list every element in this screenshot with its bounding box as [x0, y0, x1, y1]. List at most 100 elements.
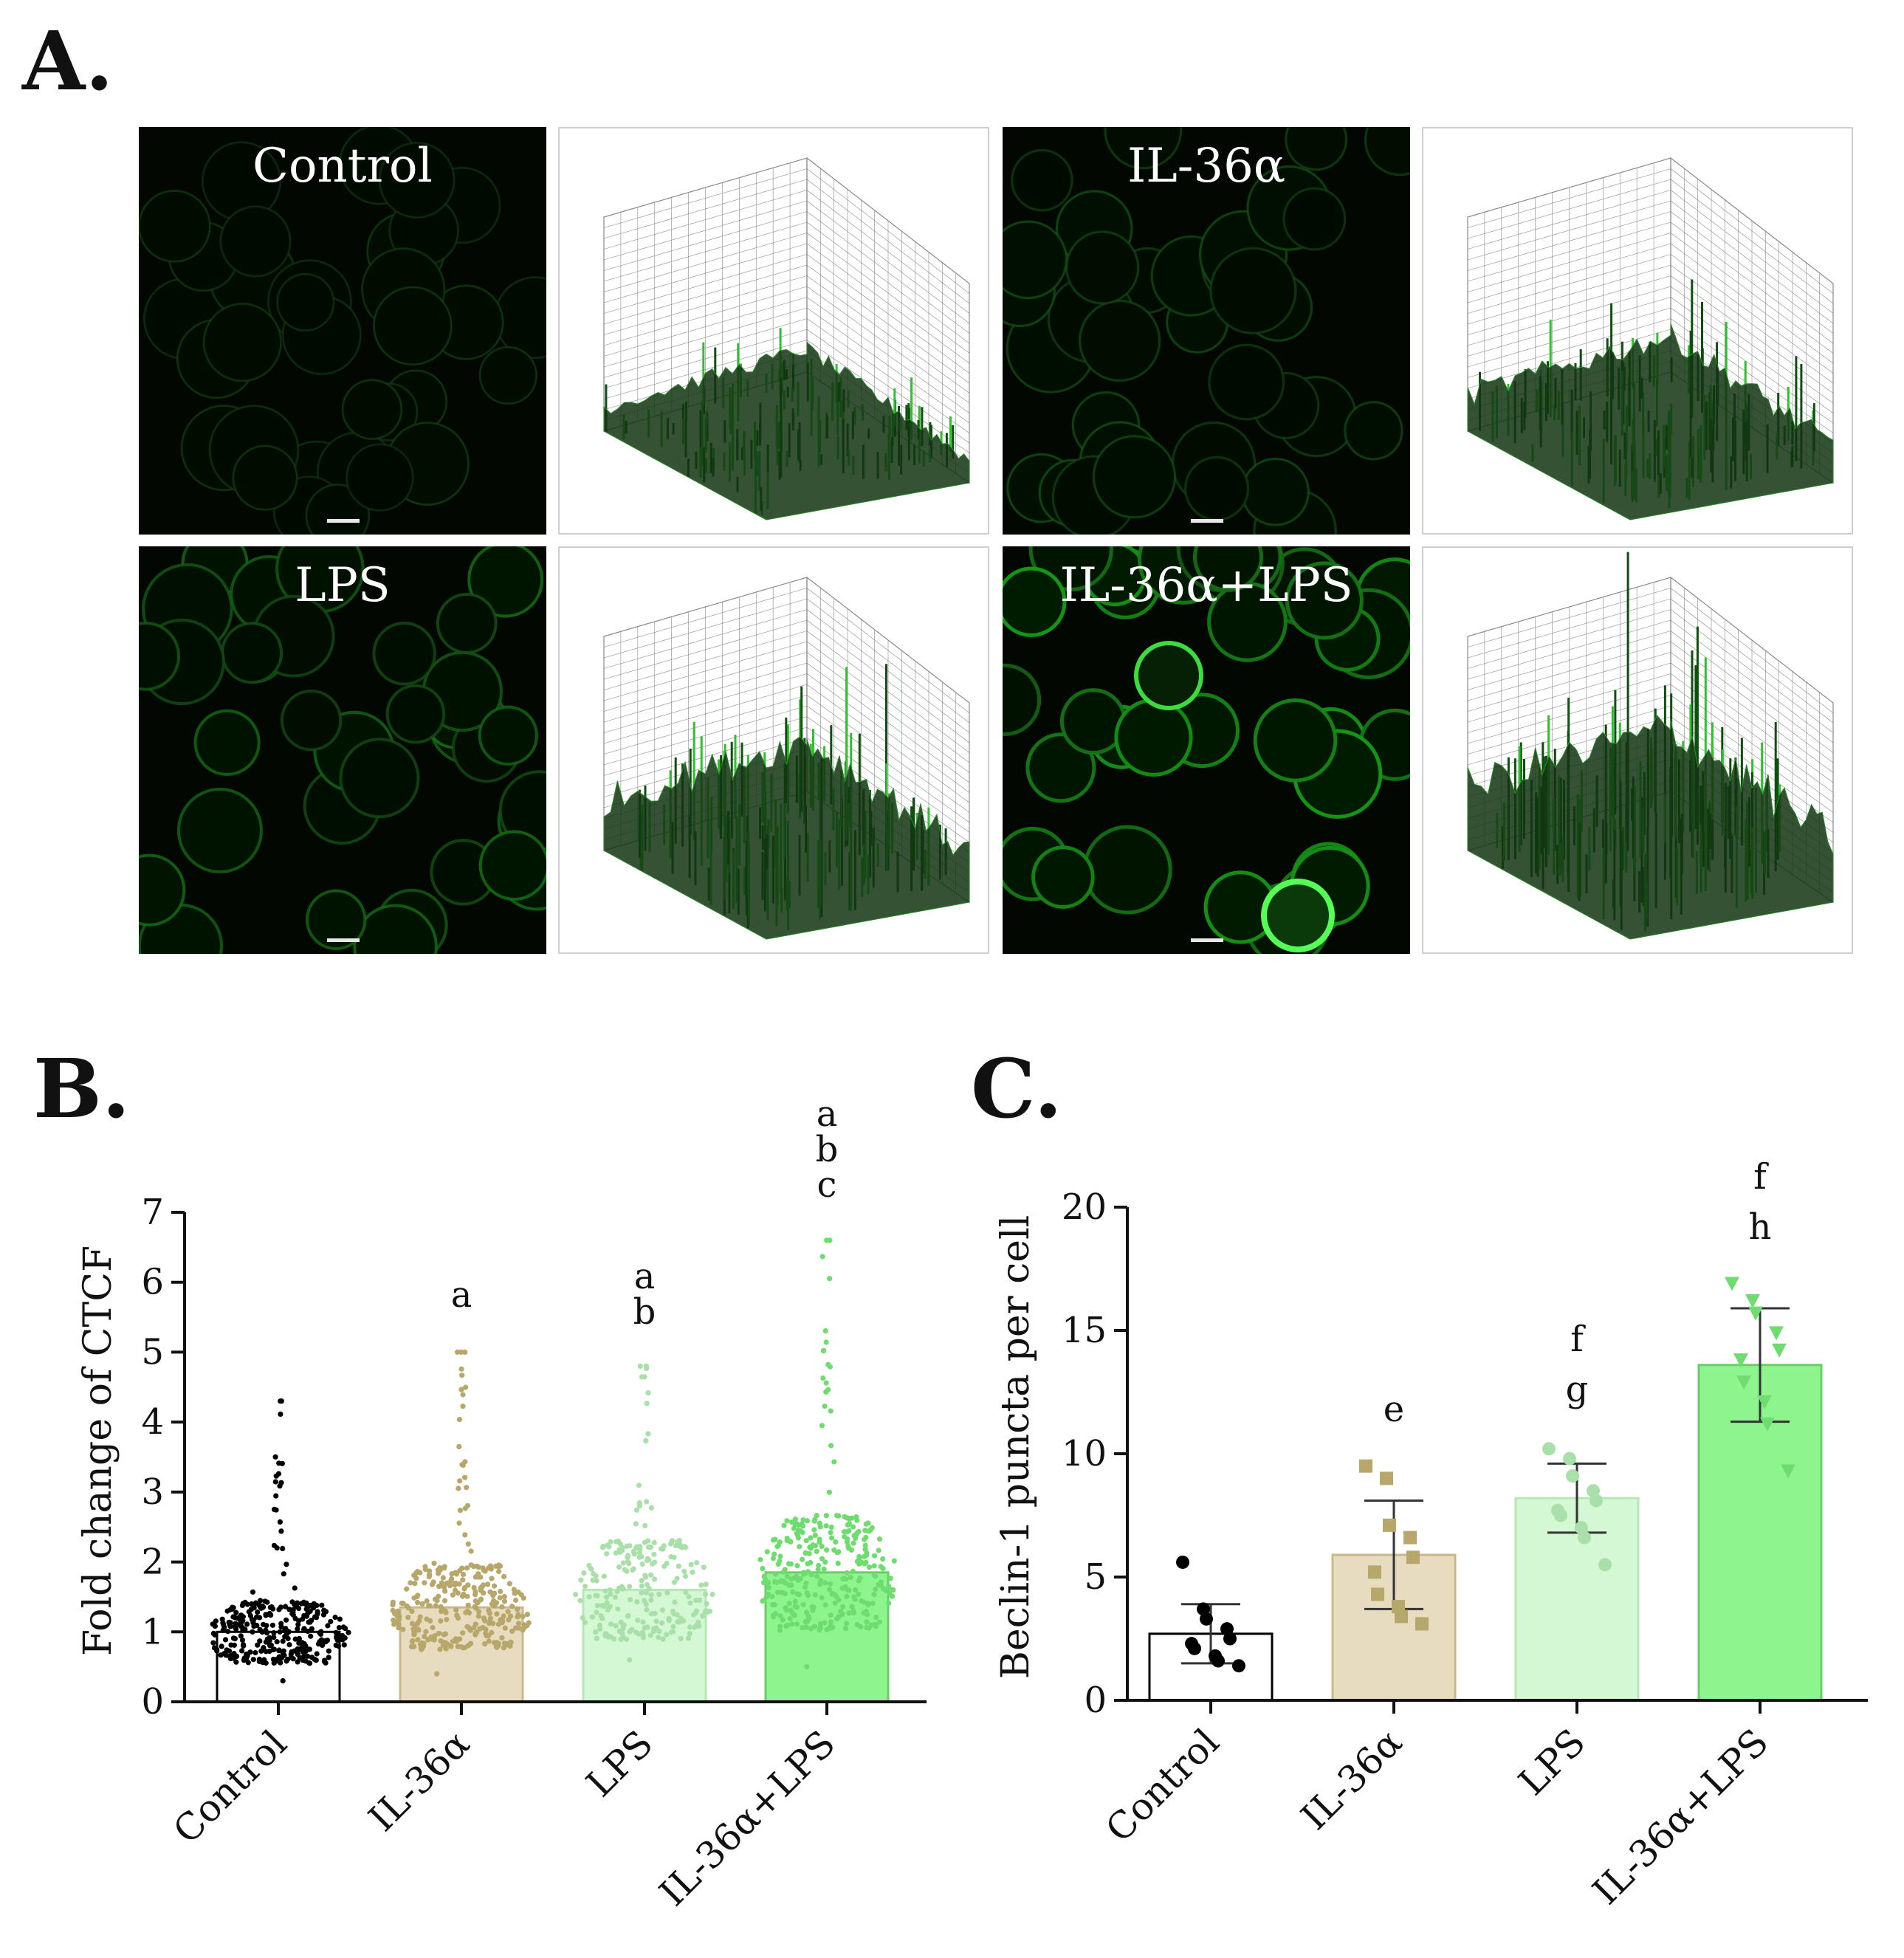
data-point	[603, 1594, 610, 1600]
data-point	[869, 1525, 875, 1531]
data-point	[234, 1615, 241, 1621]
cell	[339, 738, 420, 819]
y-tick-label: 5	[1084, 1556, 1107, 1598]
data-point	[646, 1586, 652, 1592]
data-point	[457, 1567, 463, 1574]
data-point	[460, 1392, 466, 1398]
data-point	[460, 1630, 466, 1636]
data-point	[449, 1576, 455, 1582]
data-point	[797, 1544, 803, 1550]
data-point	[604, 1550, 610, 1557]
significance-letter: g	[1566, 1369, 1589, 1410]
data-point	[315, 1611, 320, 1617]
data-point	[1406, 1550, 1420, 1564]
data-point	[309, 1626, 315, 1632]
data-point	[242, 1599, 248, 1605]
y-tick-label: 6	[141, 1262, 164, 1303]
data-point	[411, 1632, 417, 1638]
surface-plot-graphic	[1466, 552, 1835, 940]
data-point	[325, 1623, 331, 1629]
data-point	[269, 1622, 275, 1628]
data-point	[690, 1570, 695, 1576]
data-point	[422, 1564, 428, 1570]
y-tick-label: 5	[141, 1331, 164, 1373]
data-point	[439, 1606, 445, 1612]
y-tick-label: 2	[141, 1542, 164, 1583]
data-point	[594, 1593, 600, 1599]
data-point	[465, 1582, 471, 1588]
cell	[1079, 299, 1161, 382]
data-point	[820, 1375, 826, 1381]
data-point	[671, 1579, 678, 1585]
data-point	[772, 1611, 778, 1617]
data-point	[687, 1624, 693, 1630]
data-point	[636, 1500, 643, 1506]
data-point	[267, 1612, 274, 1618]
data-point	[887, 1576, 893, 1581]
data-point	[862, 1536, 867, 1542]
data-point	[818, 1578, 824, 1584]
data-point	[809, 1604, 815, 1610]
data-point	[789, 1621, 795, 1627]
data-point	[814, 1513, 819, 1519]
data-point	[526, 1620, 532, 1626]
data-point	[456, 1417, 463, 1423]
data-point	[636, 1554, 642, 1560]
data-point	[441, 1565, 447, 1571]
data-point	[296, 1605, 302, 1612]
data-point	[616, 1564, 622, 1570]
data-point	[240, 1627, 246, 1633]
data-point	[417, 1614, 423, 1620]
data-point	[814, 1548, 819, 1554]
data-point	[460, 1404, 466, 1409]
data-point	[805, 1593, 811, 1598]
data-point	[692, 1624, 698, 1630]
x-tick-label: Control	[1098, 1720, 1228, 1850]
cell	[346, 443, 414, 512]
data-point	[777, 1627, 783, 1633]
data-point	[505, 1609, 511, 1615]
data-point	[1403, 1531, 1417, 1545]
data-point	[795, 1522, 802, 1528]
data-point	[817, 1625, 823, 1631]
data-point	[848, 1547, 855, 1553]
data-point	[478, 1596, 484, 1602]
data-point	[578, 1577, 584, 1583]
data-point	[1395, 1610, 1408, 1624]
data-point	[480, 1565, 486, 1571]
data-point	[699, 1613, 706, 1619]
data-point	[458, 1387, 464, 1392]
data-point	[225, 1629, 231, 1635]
data-point	[636, 1550, 642, 1556]
data-point	[1589, 1494, 1603, 1508]
data-point	[263, 1649, 269, 1655]
data-point	[255, 1609, 261, 1615]
data-point	[670, 1624, 676, 1629]
surface-body	[603, 735, 970, 940]
data-point	[824, 1547, 830, 1553]
cell	[1003, 220, 1068, 300]
data-point	[249, 1601, 255, 1607]
cell	[478, 346, 537, 405]
micrograph-title: Control	[252, 139, 433, 193]
cell	[1364, 127, 1410, 176]
data-point	[219, 1643, 224, 1649]
micrograph-cells	[139, 127, 546, 535]
data-point	[824, 1237, 830, 1243]
data-point	[589, 1614, 596, 1620]
data-point	[500, 1618, 506, 1624]
data-point	[640, 1619, 646, 1625]
cell	[232, 444, 298, 511]
data-point	[676, 1563, 681, 1569]
data-point	[417, 1570, 423, 1576]
cell	[202, 303, 282, 382]
data-point	[620, 1586, 627, 1592]
data-point	[513, 1597, 519, 1603]
data-point	[819, 1556, 825, 1562]
data-point	[645, 1581, 650, 1587]
data-point	[424, 1598, 430, 1604]
data-point	[405, 1605, 411, 1611]
cell	[1285, 127, 1348, 171]
data-point	[247, 1649, 253, 1655]
micrograph-cells	[1003, 127, 1410, 535]
